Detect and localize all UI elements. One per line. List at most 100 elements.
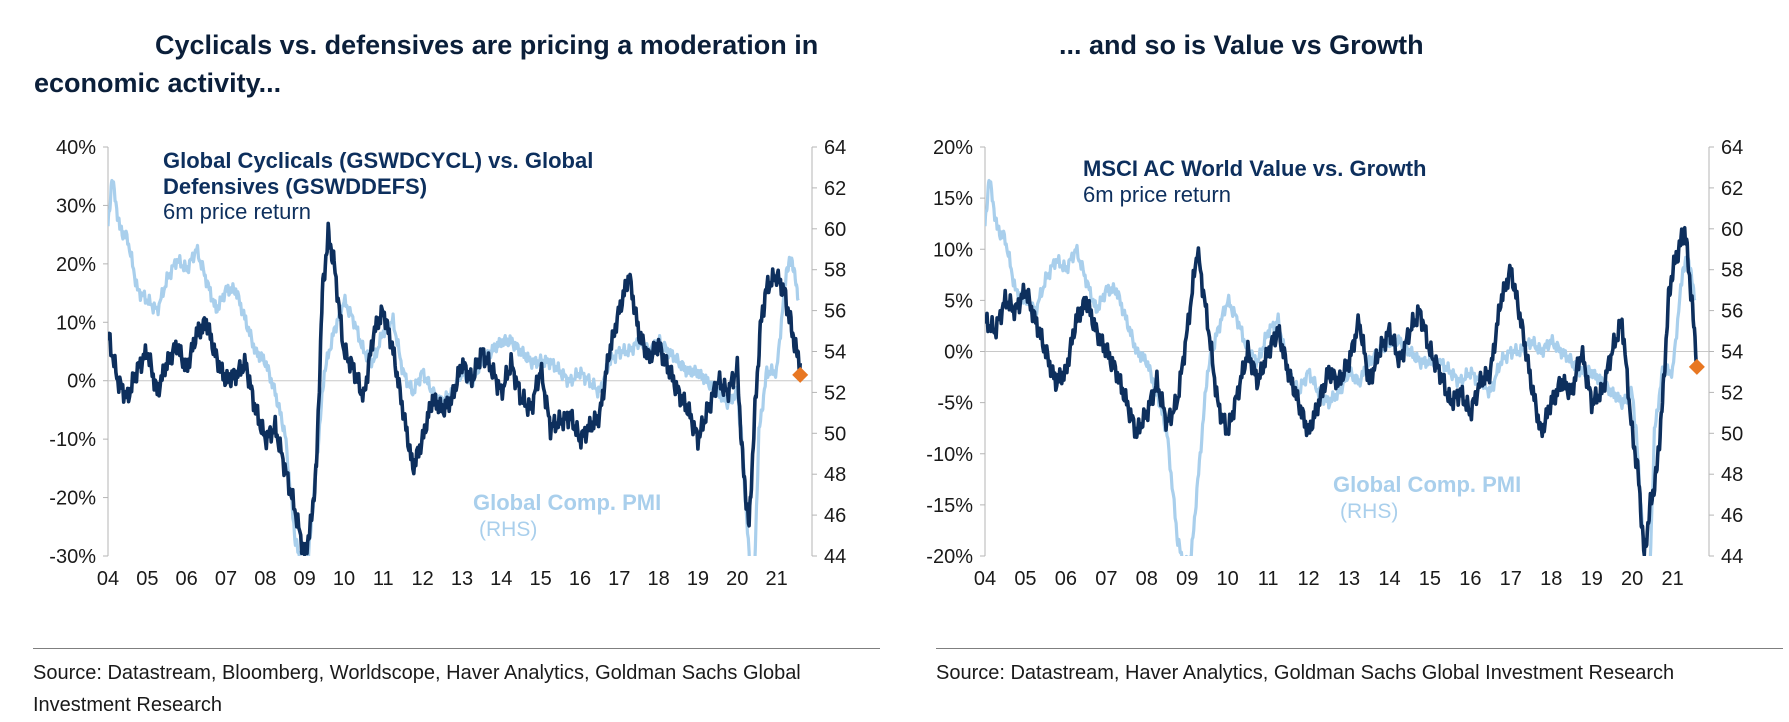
latest-value-marker [1688,358,1705,375]
x-tick-label: 15 [1419,568,1441,590]
y-tick-label: 5% [944,290,973,312]
x-tick-label: 05 [136,568,158,590]
y-tick-label: -20% [49,488,96,510]
x-tick-label: 07 [215,568,237,590]
y2-tick-label: 46 [1721,505,1743,527]
series1-annotation-line1: MSCI AC World Value vs. Growth [1083,156,1427,181]
y2-tick-label: 62 [1721,178,1743,200]
y2-tick-label: 56 [824,301,846,323]
y2-tick-label: 60 [824,219,846,241]
x-tick-label: 04 [974,568,996,590]
y2-tick-label: 58 [1721,260,1743,282]
y-tick-label: 15% [933,188,973,210]
y2-tick-label: 52 [1721,382,1743,404]
source-line2: Investment Research [33,694,222,716]
y2-tick-label: 54 [824,342,846,364]
x-tick-label: 13 [1338,568,1360,590]
y-tick-label: 20% [56,254,96,276]
y-tick-label: -15% [926,495,973,517]
series2-annotation-line2: (RHS) [479,518,537,541]
x-tick-label: 15 [530,568,552,590]
y-tick-label: 40% [56,137,96,159]
x-tick-label: 21 [765,568,787,590]
source-divider [33,648,880,649]
y-tick-label: -20% [926,546,973,568]
x-tick-label: 13 [451,568,473,590]
x-tick-label: 11 [373,568,394,590]
x-tick-label: 12 [1297,568,1319,590]
x-tick-label: 14 [490,568,512,590]
y-tick-label: 0% [944,342,973,364]
x-tick-label: 17 [1500,568,1522,590]
x-tick-label: 06 [176,568,198,590]
chart-panel-right: ... and so is Value vs Growth -20% -15% -1… [903,0,1789,722]
y2-tick-label: 58 [824,260,846,282]
x-tick-label: 04 [97,568,119,590]
y2-tick-label: 60 [1721,219,1743,241]
x-tick-label: 21 [1661,568,1683,590]
y-tick-label: -30% [49,546,96,568]
x-tick-label: 17 [608,568,630,590]
y2-tick-label: 48 [1721,464,1743,486]
y2-tick-label: 46 [824,505,846,527]
series1-annotation-line2: Defensives (GSWDDEFS) [163,174,427,199]
x-tick-label: 06 [1055,568,1077,590]
series2-annotation-line2: (RHS) [1340,500,1398,523]
x-tick-label: 18 [647,568,669,590]
return-series-line [108,221,802,556]
chart-value-vs-growth: -20% -15% -10% -5% 0% 5% 10% 15% 20% 44 46 48 50 52 54… [926,137,1743,590]
y2-tick-label: 64 [824,137,846,159]
x-tick-label: 11 [1258,568,1279,590]
x-tick-label: 08 [254,568,276,590]
series2-annotation-line1: Global Comp. PMI [473,490,661,515]
y-tick-label: 30% [56,195,96,217]
y2-tick-label: 48 [824,464,846,486]
y-tick-label: -10% [49,429,96,451]
x-tick-label: 10 [1217,568,1239,590]
panel-title-line1: Cyclicals vs. defensives are pricing a m… [155,30,819,60]
x-tick-label: 09 [294,568,316,590]
return-series-line [985,225,1699,556]
source-divider [936,648,1783,649]
panel-title-line1: ... and so is Value vs Growth [1059,30,1424,60]
x-tick-label: 09 [1176,568,1198,590]
y2-tick-label: 44 [1721,546,1743,568]
series1-annotation-sub: 6m price return [1083,182,1231,207]
y-tick-label: 0% [67,371,96,393]
y2-tick-label: 52 [824,382,846,404]
series2-annotation-line1: Global Comp. PMI [1333,472,1521,497]
x-tick-label: 19 [1581,568,1603,590]
x-tick-label: 08 [1136,568,1158,590]
chart-panel-left: Cyclicals vs. defensives are pricing a m… [0,0,890,722]
x-tick-label: 05 [1014,568,1036,590]
x-tick-label: 10 [333,568,355,590]
x-tick-label: 14 [1378,568,1400,590]
x-tick-label: 18 [1540,568,1562,590]
chart-cyclicals-vs-defensives: -30% -20% -10% 0% 10% 20% 30% 40% 44 46 48 50 52 54 56… [49,137,846,590]
y2-tick-label: 62 [824,178,846,200]
y-tick-label: 20% [933,137,973,159]
x-tick-label: 16 [569,568,591,590]
x-tick-label: 07 [1095,568,1117,590]
y-tick-label: -10% [926,444,973,466]
y2-tick-label: 56 [1721,301,1743,323]
y-tick-label: 10% [933,239,973,261]
y2-tick-label: 44 [824,546,846,568]
x-tick-label: 12 [412,568,434,590]
series1-annotation-sub: 6m price return [163,199,311,224]
y2-tick-label: 54 [1721,342,1743,364]
y-tick-label: -5% [937,393,973,415]
source-line1: Source: Datastream, Haver Analytics, Gol… [936,662,1675,684]
x-tick-label: 20 [726,568,748,590]
x-tick-label: 16 [1459,568,1481,590]
y-tick-label: 10% [56,312,96,334]
y2-tick-label: 50 [1721,423,1743,445]
panel-title-line2: economic activity... [34,68,282,98]
y2-tick-label: 64 [1721,137,1743,159]
x-tick-label: 19 [687,568,709,590]
latest-value-marker [792,366,809,383]
y2-tick-label: 50 [824,423,846,445]
source-line1: Source: Datastream, Bloomberg, Worldscop… [33,662,801,684]
series1-annotation-line1: Global Cyclicals (GSWDCYCL) vs. Global [163,148,593,173]
x-tick-label: 20 [1621,568,1643,590]
